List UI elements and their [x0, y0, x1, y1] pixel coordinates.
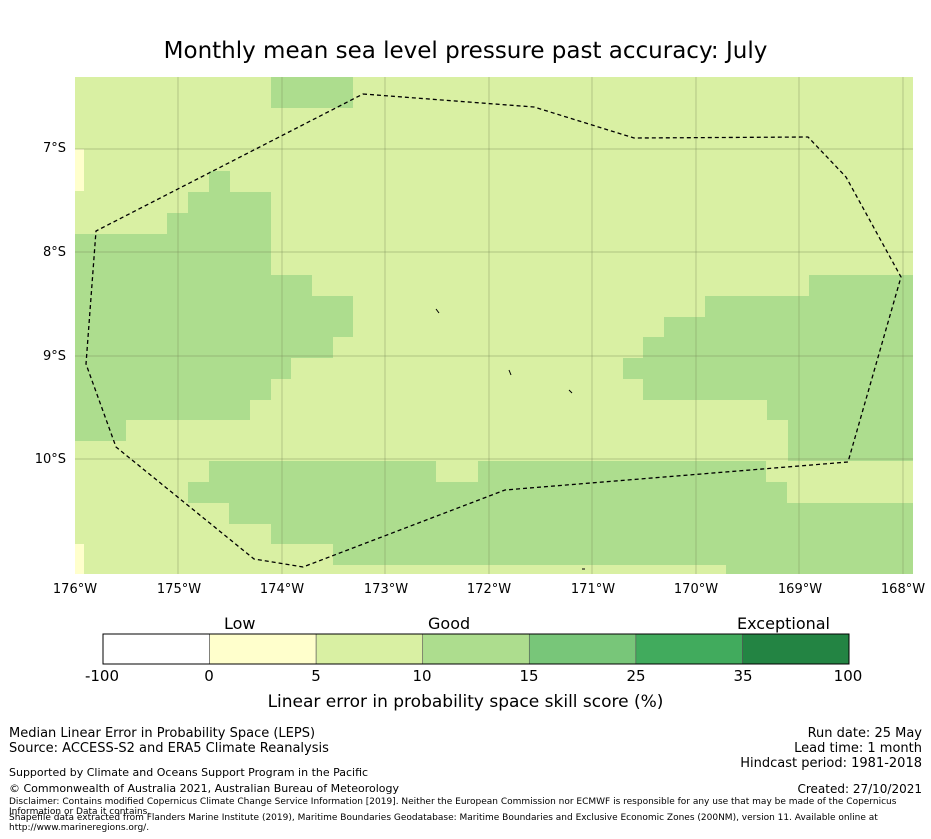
colorbar-segment [528, 633, 637, 665]
eez-boundary [85, 93, 902, 568]
colorbar-tick-label: 5 [311, 667, 321, 685]
skill-cell [75, 296, 353, 337]
skill-cells [75, 77, 913, 574]
skill-cell [643, 379, 913, 400]
lat-tick-label: 9°S [42, 349, 66, 364]
skill-cell [188, 192, 271, 213]
skill-map [75, 77, 913, 574]
support-note: Supported by Climate and Oceans Support … [9, 766, 369, 779]
created-date: Created: 27/10/2021 [797, 782, 922, 796]
skill-cell [478, 461, 766, 482]
skill-cell [809, 275, 913, 296]
shapefile-credit: Shapefile data extracted from Flanders M… [9, 813, 878, 833]
lon-tick-label: 173°W [363, 582, 409, 597]
skill-cell [623, 358, 913, 379]
island-marker [435, 308, 440, 314]
skill-cell [705, 296, 913, 317]
lon-tick-label: 171°W [570, 582, 616, 597]
skill-cell [209, 461, 436, 482]
lat-tick-label: 8°S [42, 245, 66, 260]
colorbar-category-exceptional: Exceptional [737, 614, 830, 633]
lon-tick-label: 169°W [777, 582, 823, 597]
skill-cell [767, 400, 913, 420]
skill-cell [726, 544, 913, 574]
skill-cell [75, 379, 271, 400]
map-gridlines [75, 77, 913, 574]
colorbar-segment [742, 633, 850, 665]
skill-cell [188, 482, 787, 503]
colorbar-title: Linear error in probability space skill … [267, 692, 664, 712]
colorbar-tick-label: -100 [84, 667, 120, 685]
leps-description: Median Linear Error in Probability Space… [9, 726, 316, 741]
skill-cell [75, 337, 333, 358]
lead-time: Lead time: 1 month [794, 741, 922, 756]
colorbar-tick-label: 35 [733, 667, 753, 685]
data-source: Source: ACCESS-S2 and ERA5 Climate Reana… [9, 741, 329, 756]
colorbar-tick-label: 10 [412, 667, 432, 685]
colorbar-segment [209, 633, 317, 665]
skill-cell [229, 503, 913, 524]
skill-cell [75, 234, 271, 275]
colorbar-segment [315, 633, 424, 665]
colorbar-tick-label: 0 [204, 667, 214, 685]
colorbar-tick-label: 25 [626, 667, 646, 685]
colorbar-frame [102, 633, 850, 665]
skill-cell [75, 400, 250, 420]
hindcast-period: Hindcast period: 1981-2018 [740, 756, 922, 771]
skill-cell [664, 317, 913, 337]
skill-cell [788, 420, 913, 461]
skill-cell [271, 77, 353, 108]
colorbar-category-low: Low [224, 614, 256, 633]
colorbar [102, 633, 850, 665]
skill-cell [643, 337, 913, 358]
skill-cell [75, 149, 84, 191]
skill-cell [75, 544, 84, 574]
copyright-note: © Commonwealth of Australia 2021, Austra… [9, 782, 399, 795]
colorbar-category-good: Good [428, 614, 471, 633]
lat-tick-label: 7°S [42, 141, 66, 156]
colorbar-segment [635, 633, 743, 665]
skill-cell [75, 275, 312, 296]
skill-cell [167, 213, 271, 234]
disclaimer-text: Disclaimer: Contains modified Copernicus… [9, 797, 897, 817]
skill-cell [333, 544, 726, 565]
island-marker [508, 369, 512, 376]
lon-tick-label: 170°W [673, 582, 719, 597]
colorbar-tick-label: 100 [833, 667, 863, 685]
island-markers [435, 308, 585, 570]
island-marker [568, 389, 573, 394]
lon-tick-label: 172°W [466, 582, 512, 597]
page-title: Monthly mean sea level pressure past acc… [163, 38, 768, 64]
skill-cell [75, 420, 126, 441]
lon-tick-label: 176°W [52, 582, 98, 597]
lon-tick-label: 174°W [259, 582, 305, 597]
lat-tick-label: 10°S [34, 452, 66, 467]
colorbar-segment [422, 633, 530, 665]
colorbar-tick-label: 15 [519, 667, 539, 685]
colorbar-segment [102, 633, 210, 665]
lon-tick-label: 175°W [156, 582, 202, 597]
skill-cell [75, 358, 291, 379]
skill-cell [209, 171, 230, 192]
lon-tick-label: 168°W [880, 582, 926, 597]
run-date: Run date: 25 May [807, 726, 922, 741]
